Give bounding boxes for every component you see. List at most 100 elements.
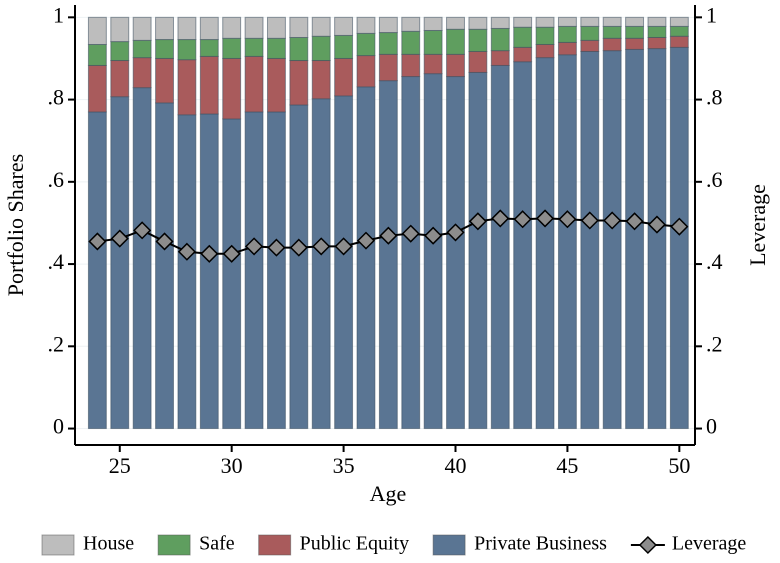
bar-segment	[580, 39, 600, 52]
bar-segment	[669, 25, 689, 37]
y2-tick-label: .4	[706, 249, 723, 274]
marker	[603, 211, 622, 230]
bar-segment	[468, 71, 488, 430]
bar-segment	[311, 98, 331, 430]
bar-segment	[446, 28, 465, 55]
bar-segment	[155, 16, 174, 41]
bar-segment	[602, 37, 622, 52]
bar-segment	[446, 53, 465, 78]
bar-segment	[490, 64, 510, 430]
marker	[245, 237, 264, 256]
marker	[222, 244, 241, 263]
y2-tick-label: 0	[706, 414, 717, 439]
bar-segment	[311, 16, 331, 37]
bar-segment	[132, 39, 152, 59]
bar-segment	[356, 16, 376, 34]
bar-segment	[199, 16, 219, 41]
marker	[491, 209, 510, 228]
bar-segment	[110, 41, 130, 62]
bar-segment	[87, 16, 107, 45]
bar-segment	[625, 48, 645, 430]
y2-tick-label: 1	[706, 2, 717, 27]
y-axis-label: Portfolio Shares	[3, 154, 28, 296]
y2-axis-label: Leverage	[745, 184, 770, 266]
y2-tick-label: .8	[706, 85, 723, 110]
bar-segment	[535, 26, 555, 45]
bar-segment	[177, 114, 197, 430]
bar-segment	[513, 46, 533, 63]
bar-segment	[513, 61, 533, 430]
bar-segment	[87, 111, 107, 430]
marker	[446, 223, 465, 242]
bar-segment	[266, 16, 286, 39]
bar-segment	[155, 39, 174, 59]
marker	[535, 209, 555, 228]
bar-segment	[132, 57, 152, 89]
marker	[424, 226, 443, 245]
bar-segment	[535, 16, 555, 28]
bar-segment	[222, 57, 242, 120]
bar-segment	[580, 16, 600, 27]
bar-segment	[647, 48, 667, 430]
bar-segment	[490, 27, 510, 52]
legend-label: Public Equity	[300, 533, 409, 555]
y-tick-label: 1	[53, 2, 64, 27]
bar-segment	[334, 95, 354, 430]
bar-segment	[356, 86, 376, 430]
bar-segment	[423, 16, 443, 31]
bar-segment	[222, 16, 242, 39]
y-tick-label: .8	[48, 85, 65, 110]
marker	[670, 217, 689, 236]
bar-segment	[177, 39, 197, 61]
marker	[513, 210, 532, 229]
bar-segment	[580, 50, 600, 430]
marker	[625, 212, 644, 231]
bar-segment	[110, 96, 130, 430]
bar-segment	[401, 76, 421, 430]
bar-segment	[602, 25, 622, 39]
bar-segment	[334, 57, 354, 97]
bar-segment	[177, 59, 197, 116]
bar-segment	[155, 102, 174, 430]
x-tick-label: 40	[445, 453, 467, 478]
bar-segment	[132, 87, 152, 430]
bar-segment	[490, 50, 510, 66]
y-tick-label: 0	[53, 414, 64, 439]
bar-segment	[87, 64, 107, 113]
bar-segment	[669, 35, 689, 48]
legend-label: House	[83, 533, 134, 555]
bar-segment	[535, 43, 555, 59]
marker	[289, 238, 308, 257]
x-tick-label: 25	[109, 453, 131, 478]
x-axis-label: Age	[370, 481, 407, 506]
bar-segment	[132, 16, 152, 41]
bar-segment	[602, 16, 622, 27]
bar-segment	[423, 73, 443, 430]
y-tick-label: .6	[48, 167, 65, 192]
y-tick-label: .4	[48, 249, 65, 274]
bar-segment	[244, 55, 264, 113]
bar-segment	[625, 37, 645, 50]
y2-tick-label: .6	[706, 167, 723, 192]
bar-segment	[401, 16, 421, 32]
marker	[177, 242, 196, 261]
x-tick-label: 30	[221, 453, 243, 478]
bar-segment	[557, 16, 577, 27]
bar-segment	[513, 16, 533, 28]
bar-segment	[110, 60, 130, 98]
marker	[155, 232, 174, 251]
bar-segment	[513, 26, 533, 48]
marker	[401, 224, 420, 243]
marker	[356, 231, 376, 250]
bar-segment	[557, 25, 577, 43]
bar-segment	[378, 16, 398, 34]
marker	[88, 232, 107, 251]
bar-segment	[468, 16, 488, 30]
marker	[558, 210, 577, 229]
bar-segment	[401, 30, 421, 55]
marker	[267, 238, 286, 257]
bar-segment	[535, 57, 555, 430]
bar-segment	[647, 36, 667, 50]
marker	[133, 221, 152, 240]
